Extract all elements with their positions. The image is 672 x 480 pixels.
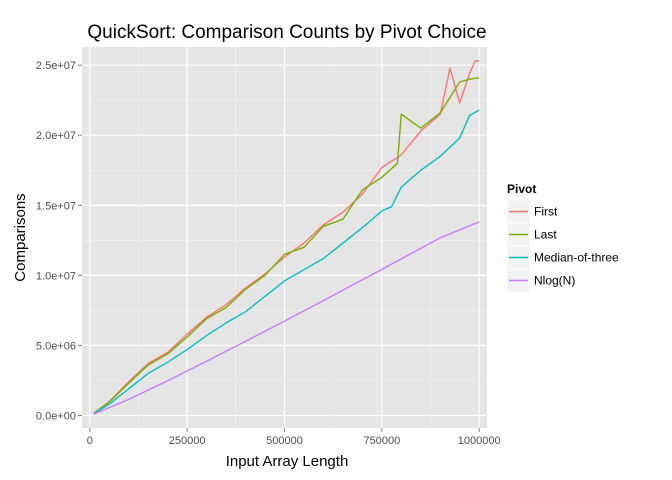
y-axis: 0.0e+00 5.0e+06 1.0e+07 1.5e+07 2.0e+07 2.5e+… xyxy=(36,60,82,422)
x-tick-label: 0 xyxy=(87,435,93,447)
x-axis: 0 250000 500000 750000 1000000 xyxy=(87,428,501,447)
legend-item-nlog-n: Nlog(N) xyxy=(506,268,575,293)
series-layer xyxy=(93,60,480,415)
y-tick-label: 2.0e+07 xyxy=(36,130,76,142)
x-tick-label: 250000 xyxy=(169,435,206,447)
legend-label: Last xyxy=(534,228,557,242)
y-tick-label: 0.0e+00 xyxy=(36,410,76,422)
legend-label: Median-of-three xyxy=(534,251,619,265)
series-line-nlog-n xyxy=(93,221,480,415)
y-tick-label: 1.5e+07 xyxy=(36,200,76,212)
series-line-median-of-three xyxy=(93,109,480,415)
y-tick-label: 5.0e+06 xyxy=(36,340,76,352)
legend-label: Nlog(N) xyxy=(534,274,575,288)
legend-items: First Last Median-of-three Nlog(N) xyxy=(506,199,619,293)
x-tick-label: 500000 xyxy=(266,435,303,447)
series-line-first xyxy=(93,60,480,414)
x-tick-label: 750000 xyxy=(363,435,400,447)
legend-item-last: Last xyxy=(506,222,557,247)
legend: Pivot First Last Median-of-three Nlog(N) xyxy=(506,182,619,293)
legend-title: Pivot xyxy=(507,182,536,196)
legend-item-median-of-three: Median-of-three xyxy=(506,245,619,270)
series-line-last xyxy=(93,77,480,414)
x-axis-title: Input Array Length xyxy=(226,453,349,470)
legend-label: First xyxy=(534,205,558,219)
y-tick-label: 2.5e+07 xyxy=(36,60,76,72)
y-axis-title: Comparisons xyxy=(12,193,29,281)
y-tick-label: 1.0e+07 xyxy=(36,270,76,282)
chart-title: QuickSort: Comparison Counts by Pivot Ch… xyxy=(87,22,486,43)
x-tick-label: 1000000 xyxy=(458,435,501,447)
major-gridlines xyxy=(82,47,487,428)
legend-item-first: First xyxy=(506,199,558,224)
